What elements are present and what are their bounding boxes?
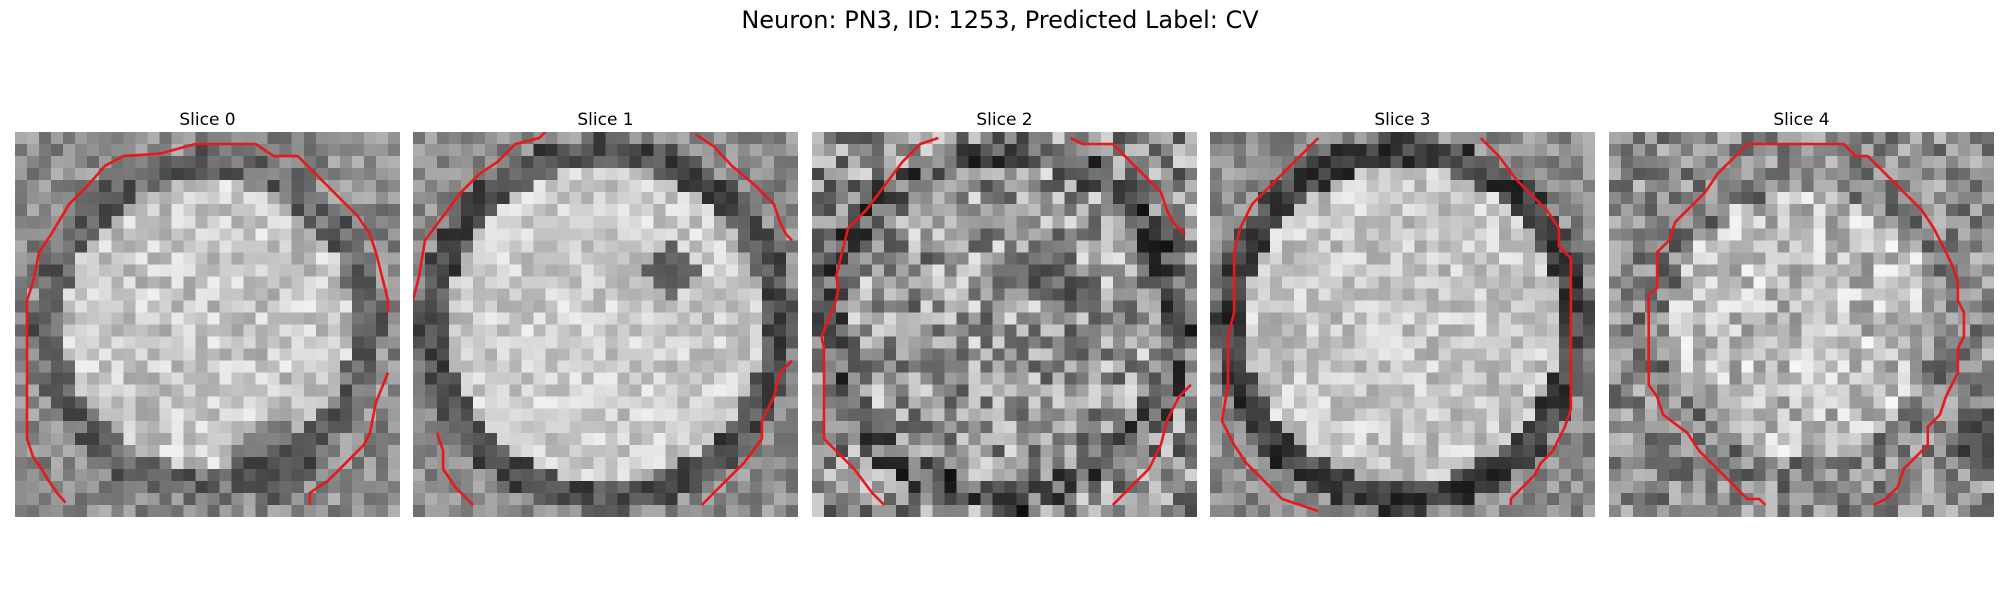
contour-segment-0 bbox=[1647, 142, 1966, 507]
grayscale-cell-image bbox=[1210, 132, 1595, 517]
contour-segment-2 bbox=[435, 432, 475, 506]
cell-contour bbox=[1647, 142, 1966, 507]
contour-segment-1 bbox=[1070, 136, 1186, 236]
slice-image bbox=[413, 132, 798, 517]
slice-title: Slice 3 bbox=[1374, 110, 1431, 130]
contour-segment-1 bbox=[1479, 137, 1573, 505]
contour-segment-0 bbox=[1220, 137, 1320, 513]
slice-image bbox=[812, 132, 1197, 517]
slice-title: Slice 0 bbox=[179, 110, 236, 130]
slice-image bbox=[1609, 132, 1994, 517]
slice-title: Slice 2 bbox=[976, 110, 1033, 130]
cell-contour bbox=[1220, 137, 1573, 513]
contour-segment-0 bbox=[820, 136, 939, 506]
grayscale-cell-image bbox=[1609, 132, 1994, 517]
contour-segment-1 bbox=[308, 372, 390, 505]
grayscale-cell-image bbox=[413, 132, 798, 517]
cell-contour bbox=[820, 136, 1192, 506]
contour-segment-3 bbox=[700, 359, 793, 506]
cell-contour bbox=[25, 142, 390, 505]
contour-segment-2 bbox=[1111, 383, 1192, 506]
slice-title: Slice 1 bbox=[577, 110, 634, 130]
slice-panel-1: Slice 1 bbox=[413, 108, 798, 517]
figure-title: Neuron: PN3, ID: 1253, Predicted Label: … bbox=[741, 6, 1259, 34]
slice-panel-0: Slice 0 bbox=[15, 108, 400, 517]
slice-image bbox=[15, 132, 400, 517]
slice-title: Slice 4 bbox=[1773, 110, 1830, 130]
cell-contour bbox=[413, 132, 793, 506]
slice-image bbox=[1210, 132, 1595, 517]
grayscale-cell-image bbox=[15, 132, 400, 517]
contour-segment-0 bbox=[25, 142, 390, 504]
contour-segment-1 bbox=[694, 133, 793, 242]
slice-panel-4: Slice 4 bbox=[1609, 108, 1994, 517]
contour-segment-0 bbox=[413, 132, 547, 301]
slice-panel-3: Slice 3 bbox=[1210, 108, 1595, 517]
slice-panel-2: Slice 2 bbox=[812, 108, 1197, 517]
